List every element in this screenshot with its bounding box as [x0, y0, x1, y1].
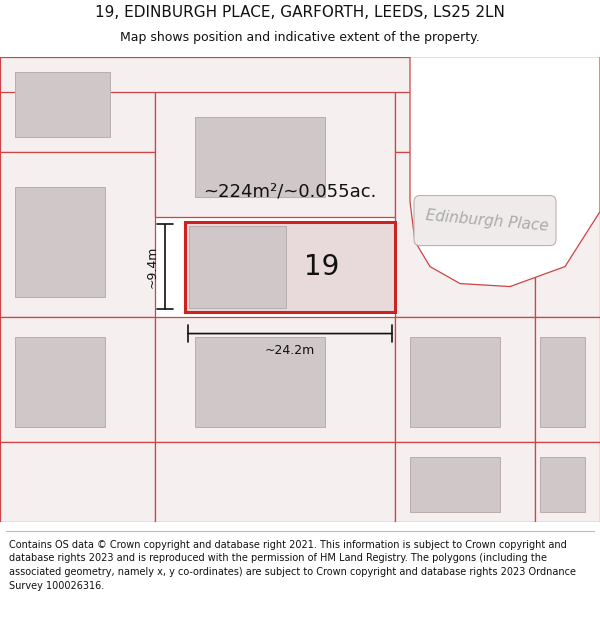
- Bar: [0, 316, 155, 441]
- Bar: [535, 441, 600, 521]
- Text: 19: 19: [304, 253, 339, 281]
- Bar: [155, 56, 395, 216]
- Bar: [0, 56, 600, 91]
- Bar: [395, 151, 535, 316]
- Bar: [535, 151, 600, 316]
- Bar: [15, 186, 105, 296]
- Bar: [195, 336, 325, 426]
- Text: ~9.4m: ~9.4m: [146, 246, 159, 288]
- Text: ~224m²/~0.055ac.: ~224m²/~0.055ac.: [203, 182, 377, 201]
- Bar: [395, 56, 535, 151]
- Bar: [410, 336, 500, 426]
- Bar: [155, 316, 395, 441]
- FancyBboxPatch shape: [414, 196, 556, 246]
- Bar: [410, 456, 500, 511]
- Bar: [540, 336, 585, 426]
- Bar: [189, 226, 286, 308]
- Bar: [185, 221, 395, 311]
- Bar: [0, 56, 155, 151]
- Bar: [535, 316, 600, 441]
- Bar: [535, 56, 600, 151]
- Bar: [410, 76, 500, 136]
- Bar: [0, 441, 155, 521]
- Bar: [15, 336, 105, 426]
- Bar: [195, 116, 325, 196]
- Text: 19, EDINBURGH PLACE, GARFORTH, LEEDS, LS25 2LN: 19, EDINBURGH PLACE, GARFORTH, LEEDS, LS…: [95, 5, 505, 20]
- Text: Map shows position and indicative extent of the property.: Map shows position and indicative extent…: [120, 31, 480, 44]
- Bar: [395, 316, 535, 441]
- Text: Contains OS data © Crown copyright and database right 2021. This information is : Contains OS data © Crown copyright and d…: [9, 540, 576, 591]
- Bar: [540, 456, 585, 511]
- Text: ~24.2m: ~24.2m: [265, 344, 315, 356]
- Bar: [155, 441, 395, 521]
- Polygon shape: [410, 56, 600, 286]
- Text: Edinburgh Place: Edinburgh Place: [425, 208, 549, 233]
- Bar: [540, 76, 585, 136]
- Bar: [15, 71, 110, 136]
- Bar: [0, 151, 155, 316]
- Bar: [395, 441, 535, 521]
